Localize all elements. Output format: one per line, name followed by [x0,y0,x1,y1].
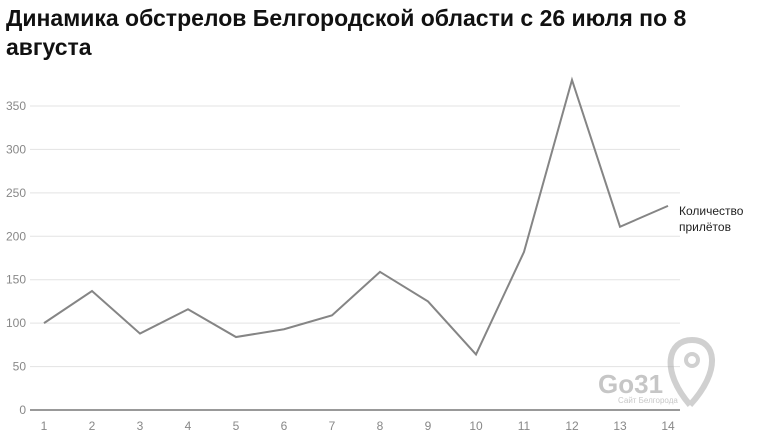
series-label: прилётов [679,220,731,234]
y-tick-label: 250 [6,186,26,200]
series-line [43,76,669,357]
y-tick-label: 0 [19,403,26,417]
x-tick-label: 14 [661,419,675,433]
x-tick-label: 8 [377,419,384,433]
svg-text:Go31: Go31 [598,369,663,399]
svg-text:Сайт Белгорода: Сайт Белгорода [618,396,678,405]
x-tick-label: 4 [185,419,192,433]
chart-title: Динамика обстрелов Белгородской области … [6,5,687,60]
x-tick-label: 2 [89,419,96,433]
x-tick-label: 3 [137,419,144,433]
y-tick-label: 300 [6,142,26,156]
x-tick-label: 9 [425,419,432,433]
y-tick-label: 200 [6,229,26,243]
x-tick-label: 6 [281,419,288,433]
x-tick-label: 13 [613,419,627,433]
x-tick-label: 11 [518,419,531,433]
x-tick-label: 12 [565,419,579,433]
x-tick-label: 7 [329,419,336,433]
y-tick-label: 150 [6,273,26,287]
x-tick-label: 5 [233,419,240,433]
x-tick-label: 10 [469,419,483,433]
y-tick-label: 50 [13,360,27,374]
y-tick-label: 100 [6,316,26,330]
y-tick-label: 350 [6,99,26,113]
x-tick-label: 1 [41,419,48,433]
series-label: Количество [679,204,744,218]
